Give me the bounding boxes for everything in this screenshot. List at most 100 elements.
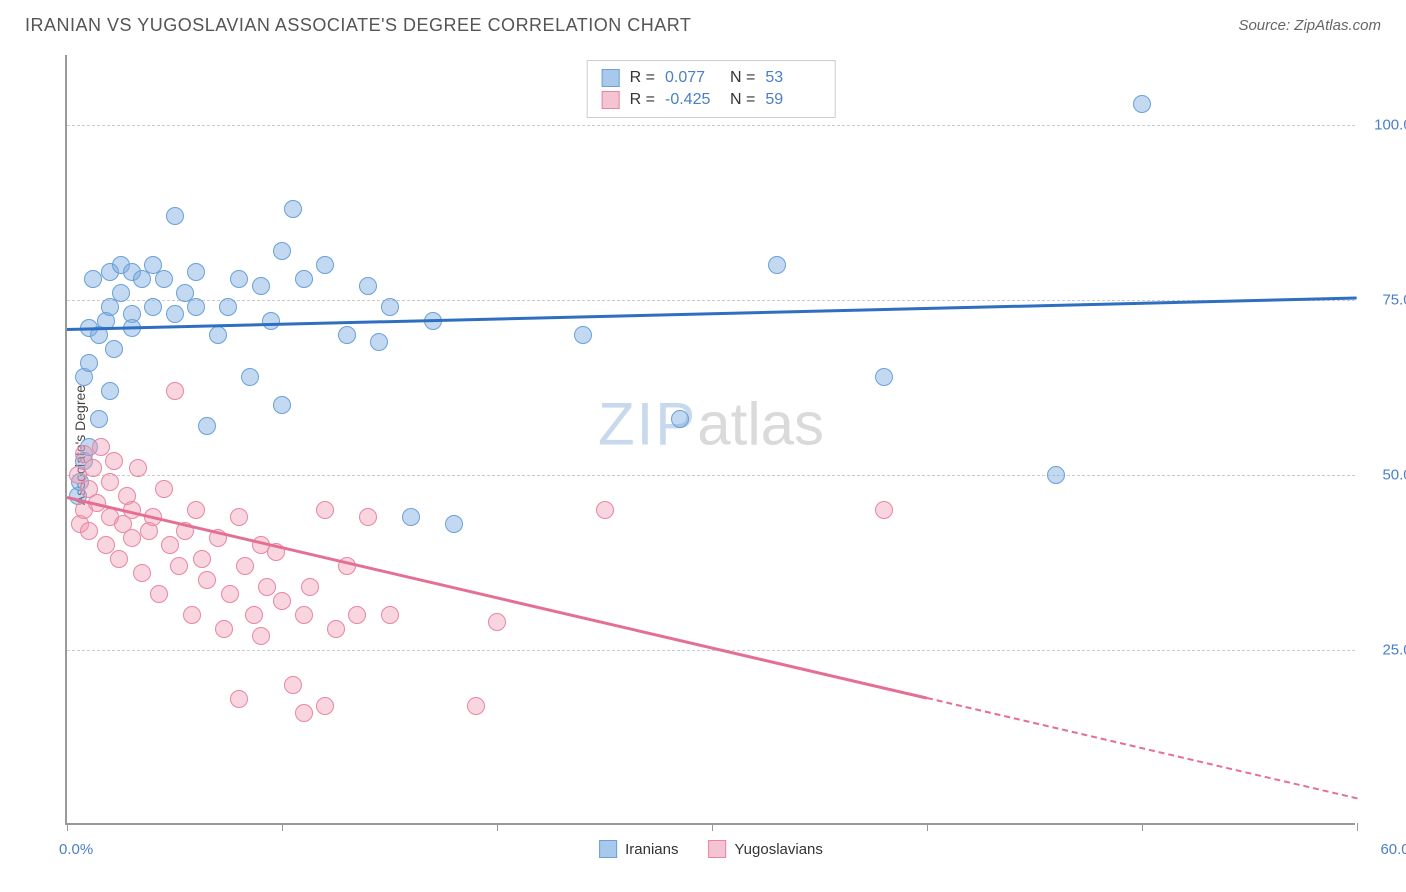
scatter-point <box>198 417 216 435</box>
chart-container: Associate's Degree ZIPatlas R = 0.077 N … <box>50 55 1380 835</box>
scatter-point <box>348 606 366 624</box>
x-tick <box>67 823 68 831</box>
legend-item-1: Yugoslavians <box>708 840 822 858</box>
scatter-point <box>129 459 147 477</box>
stats-swatch-0 <box>602 69 620 87</box>
scatter-point <box>875 501 893 519</box>
stats-r-label-1: R = <box>630 91 655 109</box>
scatter-point <box>488 613 506 631</box>
scatter-point <box>84 270 102 288</box>
scatter-point <box>671 410 689 428</box>
legend-swatch-0 <box>599 840 617 858</box>
stats-box: R = 0.077 N = 53 R = -0.425 N = 59 <box>587 60 836 118</box>
scatter-point <box>144 298 162 316</box>
trend-line <box>67 496 928 700</box>
scatter-point <box>1133 95 1151 113</box>
x-axis-max-label: 60.0% <box>1380 841 1406 858</box>
scatter-point <box>166 382 184 400</box>
scatter-point <box>1047 466 1065 484</box>
y-tick-label: 75.0% <box>1365 292 1406 309</box>
bottom-legend: Iranians Yugoslavians <box>599 840 823 858</box>
watermark-atlas: atlas <box>697 390 824 457</box>
scatter-point <box>80 522 98 540</box>
stats-r-value-0: 0.077 <box>665 69 720 87</box>
scatter-point <box>370 333 388 351</box>
legend-swatch-1 <box>708 840 726 858</box>
scatter-point <box>230 270 248 288</box>
scatter-point <box>187 501 205 519</box>
scatter-point <box>105 452 123 470</box>
scatter-point <box>187 263 205 281</box>
scatter-point <box>245 606 263 624</box>
stats-r-label-0: R = <box>630 69 655 87</box>
source-attribution: Source: ZipAtlas.com <box>1238 17 1381 34</box>
x-tick <box>282 823 283 831</box>
y-tick-label: 25.0% <box>1365 642 1406 659</box>
scatter-point <box>338 326 356 344</box>
scatter-point <box>236 557 254 575</box>
legend-label-1: Yugoslavians <box>734 841 822 858</box>
scatter-point <box>101 382 119 400</box>
scatter-point <box>230 690 248 708</box>
scatter-point <box>875 368 893 386</box>
scatter-point <box>241 368 259 386</box>
scatter-point <box>183 606 201 624</box>
stats-swatch-1 <box>602 91 620 109</box>
scatter-point <box>467 697 485 715</box>
plot-area: ZIPatlas R = 0.077 N = 53 R = -0.425 N =… <box>65 55 1355 825</box>
stats-row-0: R = 0.077 N = 53 <box>602 67 821 89</box>
scatter-point <box>170 557 188 575</box>
scatter-point <box>187 298 205 316</box>
scatter-point <box>230 508 248 526</box>
stats-row-1: R = -0.425 N = 59 <box>602 89 821 111</box>
scatter-point <box>133 564 151 582</box>
scatter-point <box>198 571 216 589</box>
scatter-point <box>327 620 345 638</box>
stats-n-label-1: N = <box>730 91 755 109</box>
y-tick-label: 100.0% <box>1365 117 1406 134</box>
scatter-point <box>215 620 233 638</box>
scatter-point <box>402 508 420 526</box>
scatter-point <box>84 459 102 477</box>
trend-line-dashed <box>927 697 1357 799</box>
scatter-point <box>101 473 119 491</box>
scatter-point <box>316 256 334 274</box>
x-tick <box>927 823 928 831</box>
stats-n-value-0: 53 <box>765 69 820 87</box>
scatter-point <box>150 585 168 603</box>
scatter-point <box>596 501 614 519</box>
x-tick <box>1357 823 1358 831</box>
scatter-point <box>768 256 786 274</box>
scatter-point <box>273 592 291 610</box>
stats-r-value-1: -0.425 <box>665 91 720 109</box>
scatter-point <box>284 676 302 694</box>
scatter-point <box>161 536 179 554</box>
scatter-point <box>295 704 313 722</box>
chart-title: IRANIAN VS YUGOSLAVIAN ASSOCIATE'S DEGRE… <box>25 15 691 36</box>
scatter-point <box>316 697 334 715</box>
scatter-point <box>90 410 108 428</box>
scatter-point <box>155 270 173 288</box>
grid-line-h <box>67 475 1355 476</box>
scatter-point <box>123 529 141 547</box>
scatter-point <box>155 480 173 498</box>
watermark: ZIPatlas <box>598 389 824 458</box>
scatter-point <box>166 305 184 323</box>
scatter-point <box>359 277 377 295</box>
scatter-point <box>262 312 280 330</box>
scatter-point <box>219 298 237 316</box>
scatter-point <box>112 284 130 302</box>
scatter-point <box>295 606 313 624</box>
trend-line <box>67 297 1357 331</box>
x-tick <box>497 823 498 831</box>
scatter-point <box>258 578 276 596</box>
stats-n-label-0: N = <box>730 69 755 87</box>
scatter-point <box>273 396 291 414</box>
scatter-point <box>381 606 399 624</box>
scatter-point <box>193 550 211 568</box>
scatter-point <box>252 277 270 295</box>
scatter-point <box>273 242 291 260</box>
grid-line-h <box>67 125 1355 126</box>
x-tick <box>712 823 713 831</box>
scatter-point <box>209 326 227 344</box>
